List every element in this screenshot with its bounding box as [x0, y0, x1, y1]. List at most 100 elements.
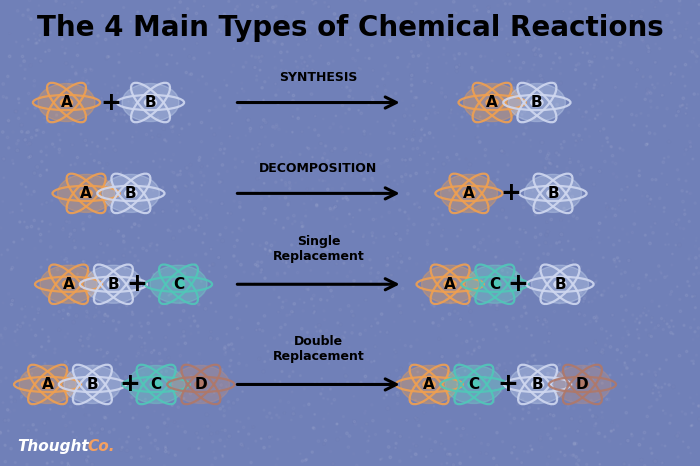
- Point: [577, 447, 588, 454]
- Point: [267, 142, 278, 149]
- Point: [543, 150, 554, 158]
- Point: [340, 39, 351, 46]
- Point: [433, 204, 444, 211]
- Point: [410, 397, 421, 404]
- Point: [270, 91, 281, 99]
- Point: [166, 22, 177, 30]
- Point: [389, 196, 400, 203]
- Point: [514, 323, 525, 330]
- Point: [680, 110, 692, 117]
- Point: [297, 175, 308, 183]
- Point: [694, 415, 700, 423]
- Point: [64, 173, 76, 181]
- Point: [29, 170, 40, 177]
- Point: [454, 61, 465, 69]
- Point: [312, 328, 323, 335]
- Point: [690, 304, 700, 311]
- Point: [596, 97, 608, 105]
- Point: [412, 199, 423, 207]
- Point: [365, 130, 376, 138]
- Point: [448, 0, 459, 6]
- Point: [626, 229, 638, 236]
- Point: [318, 440, 330, 448]
- Point: [597, 346, 608, 354]
- Point: [50, 345, 61, 353]
- Point: [568, 212, 579, 220]
- Point: [621, 409, 632, 417]
- Point: [465, 318, 476, 326]
- Circle shape: [172, 280, 185, 288]
- Point: [389, 353, 400, 361]
- Point: [114, 408, 125, 416]
- Point: [83, 261, 94, 269]
- Point: [372, 118, 383, 125]
- Point: [196, 191, 207, 199]
- Point: [569, 284, 580, 291]
- Point: [163, 51, 174, 58]
- Point: [653, 389, 664, 396]
- Point: [155, 71, 167, 79]
- Point: [277, 258, 288, 265]
- Point: [127, 138, 138, 146]
- Point: [405, 360, 416, 368]
- Point: [588, 84, 599, 92]
- Point: [425, 388, 436, 396]
- Point: [393, 264, 405, 272]
- Point: [615, 440, 626, 448]
- Point: [332, 378, 344, 386]
- Point: [438, 226, 449, 234]
- Point: [512, 239, 523, 246]
- Point: [160, 445, 172, 452]
- Point: [132, 158, 144, 165]
- Point: [641, 123, 652, 130]
- Point: [451, 10, 462, 17]
- Point: [131, 371, 142, 379]
- Point: [673, 5, 685, 13]
- Point: [680, 146, 692, 153]
- Point: [536, 139, 547, 146]
- Point: [573, 347, 584, 355]
- Point: [390, 349, 401, 356]
- Point: [208, 448, 219, 456]
- Point: [216, 200, 228, 207]
- Point: [302, 286, 314, 293]
- Point: [382, 329, 393, 336]
- Point: [519, 108, 530, 116]
- Point: [377, 213, 388, 220]
- Point: [483, 159, 494, 166]
- Point: [193, 76, 204, 84]
- Point: [428, 320, 439, 327]
- Point: [606, 47, 617, 54]
- Point: [330, 203, 341, 210]
- Point: [6, 393, 17, 401]
- Point: [163, 354, 174, 362]
- Point: [111, 356, 122, 363]
- Point: [326, 287, 337, 295]
- Point: [233, 360, 244, 367]
- Point: [657, 91, 668, 99]
- Point: [460, 97, 471, 105]
- Text: SYNTHESIS: SYNTHESIS: [279, 71, 358, 84]
- Point: [572, 138, 583, 145]
- Point: [503, 35, 514, 43]
- Point: [392, 180, 403, 188]
- Point: [221, 436, 232, 443]
- Point: [196, 358, 207, 366]
- Point: [661, 302, 672, 309]
- Point: [412, 416, 423, 423]
- Point: [123, 433, 134, 440]
- Point: [111, 98, 122, 106]
- Point: [7, 297, 18, 304]
- Point: [357, 262, 368, 269]
- Point: [30, 132, 41, 139]
- Point: [653, 322, 664, 329]
- Point: [12, 321, 23, 329]
- Point: [690, 254, 700, 261]
- Point: [166, 123, 177, 131]
- Point: [11, 341, 22, 348]
- Circle shape: [508, 83, 566, 122]
- Point: [339, 364, 350, 372]
- Point: [276, 66, 287, 74]
- Point: [127, 308, 138, 315]
- Point: [222, 168, 233, 175]
